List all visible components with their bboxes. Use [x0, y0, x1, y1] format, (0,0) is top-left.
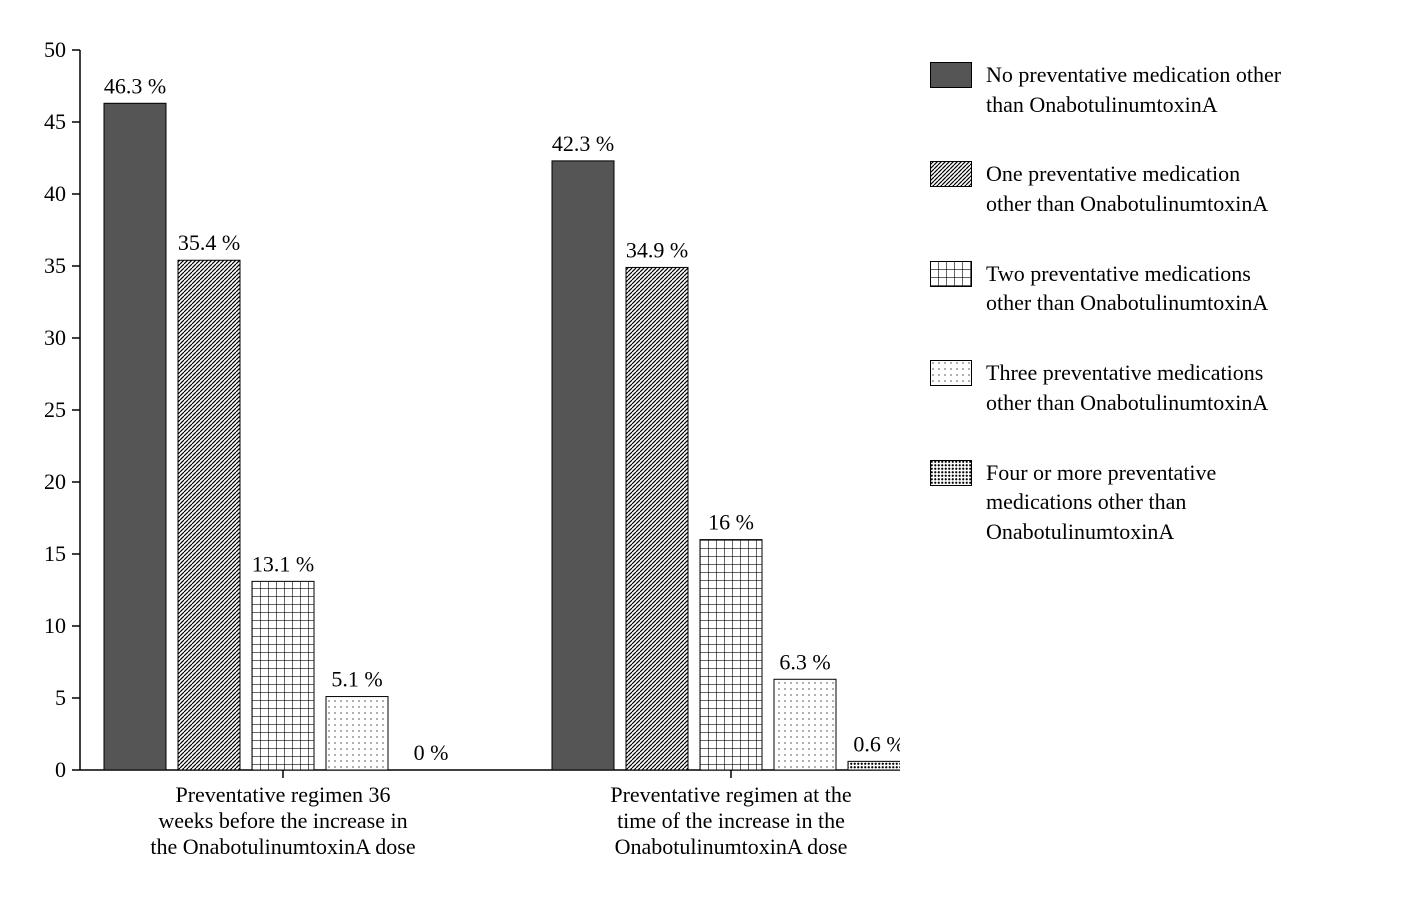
y-tick-label: 25	[44, 397, 66, 422]
bar-value-label: 5.1 %	[331, 667, 382, 692]
chart-plot-area: 0 5 10 15 20 25 30 35 40 45 50 46.3 % 35.4 % 13.1 % 5.…	[20, 20, 900, 880]
legend-label: One preventative medicationother than On…	[986, 159, 1268, 218]
x-group-label: weeks before the increase in	[158, 808, 407, 833]
legend-label: Two preventative medicationsother than O…	[986, 259, 1268, 318]
bar-value-label: 16 %	[708, 510, 754, 535]
bar-value-label: 35.4 %	[178, 230, 240, 255]
bar	[178, 260, 240, 770]
bar-value-label: 0 %	[414, 740, 449, 765]
bar-value-label: 13.1 %	[252, 551, 314, 576]
y-tick-label: 45	[44, 109, 66, 134]
x-group-label: Preventative regimen at the	[610, 782, 851, 807]
bar	[774, 679, 836, 770]
bar-value-label: 46.3 %	[104, 73, 166, 98]
bar-chart-svg: 0 5 10 15 20 25 30 35 40 45 50 46.3 % 35.4 % 13.1 % 5.…	[20, 20, 900, 880]
bar	[104, 103, 166, 770]
legend-swatch	[930, 261, 972, 287]
legend-item: Four or more preventativemedications oth…	[930, 458, 1281, 547]
y-tick-label: 50	[44, 37, 66, 62]
bar	[848, 761, 900, 770]
y-tick-label: 35	[44, 253, 66, 278]
legend-swatch	[930, 460, 972, 486]
legend-item: Two preventative medicationsother than O…	[930, 259, 1281, 318]
legend-label: No preventative medication otherthan Ona…	[986, 60, 1281, 119]
bar-value-label: 42.3 %	[552, 131, 614, 156]
bar-value-label: 34.9 %	[626, 237, 688, 262]
y-tick-label: 30	[44, 325, 66, 350]
y-tick-label: 15	[44, 541, 66, 566]
x-group-label: time of the increase in the	[617, 808, 845, 833]
chart-container: 0 5 10 15 20 25 30 35 40 45 50 46.3 % 35.4 % 13.1 % 5.…	[20, 20, 1396, 880]
x-group-label: the OnabotulinumtoxinA dose	[150, 834, 415, 859]
x-group-label: Preventative regimen 36	[175, 782, 390, 807]
y-tick-label: 10	[44, 613, 66, 638]
bar-value-label: 0.6 %	[853, 731, 900, 756]
legend-label: Three preventative medicationsother than…	[986, 358, 1268, 417]
y-tick-label: 5	[55, 685, 66, 710]
legend-swatch	[930, 360, 972, 386]
legend-item: No preventative medication otherthan Ona…	[930, 60, 1281, 119]
x-group-label: OnabotulinumtoxinA dose	[615, 834, 848, 859]
legend-label: Four or more preventativemedications oth…	[986, 458, 1216, 547]
legend-swatch	[930, 62, 972, 88]
legend-swatch	[930, 161, 972, 187]
bar	[552, 161, 614, 770]
bar	[626, 267, 688, 770]
y-tick-label: 0	[55, 757, 66, 782]
y-tick-label: 20	[44, 469, 66, 494]
legend-item: One preventative medicationother than On…	[930, 159, 1281, 218]
bar	[326, 697, 388, 770]
y-tick-label: 40	[44, 181, 66, 206]
bar	[700, 540, 762, 770]
bar	[252, 581, 314, 770]
bar-value-label: 6.3 %	[779, 649, 830, 674]
chart-legend: No preventative medication otherthan Ona…	[930, 20, 1281, 547]
legend-item: Three preventative medicationsother than…	[930, 358, 1281, 417]
